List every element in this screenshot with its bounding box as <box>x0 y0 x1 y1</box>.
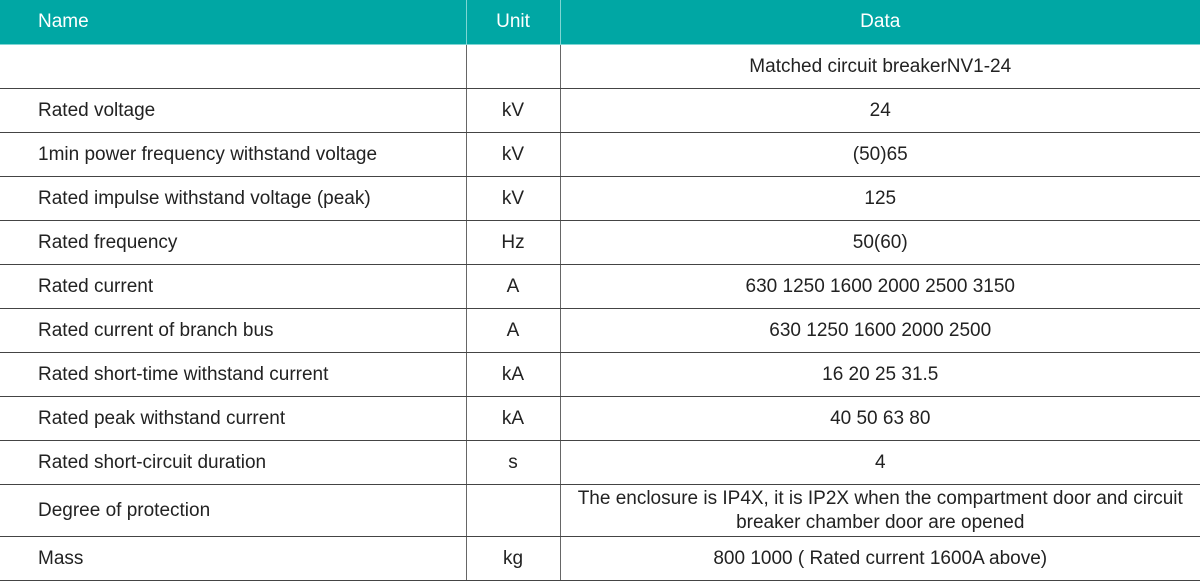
header-row: Name Unit Data <box>0 0 1200 45</box>
table-row: Rated voltage kV 24 <box>0 88 1200 133</box>
name-cell: Rated impulse withstand voltage (peak) <box>0 176 467 221</box>
data-cell: 4 <box>560 440 1200 485</box>
unit-cell: s <box>466 440 561 485</box>
name-cell: Degree of protection <box>0 484 467 537</box>
unit-cell: kg <box>466 536 561 581</box>
table-row: Degree of protection The enclosure is IP4… <box>0 484 1200 537</box>
data-cell: 800 1000 ( Rated current 1600A above) <box>560 536 1200 581</box>
table-row: 1min power frequency withstand voltage kV… <box>0 132 1200 177</box>
data-cell: The enclosure is IP4X, it is IP2X when t… <box>560 484 1200 537</box>
table-row: Rated current of branch bus A 630 1250 160… <box>0 308 1200 353</box>
header-unit: Unit <box>466 0 561 45</box>
unit-cell: Hz <box>466 220 561 265</box>
unit-cell: kA <box>466 396 561 441</box>
data-cell: 40 50 63 80 <box>560 396 1200 441</box>
table-row: Rated peak withstand current kA 40 50 63 8… <box>0 396 1200 441</box>
data-cell: 630 1250 1600 2000 2500 3150 <box>560 264 1200 309</box>
unit-cell: kV <box>466 176 561 221</box>
data-cell: 24 <box>560 88 1200 133</box>
name-cell: Rated frequency <box>0 220 467 265</box>
table-row: Rated impulse withstand voltage (peak) kV… <box>0 176 1200 221</box>
header-name: Name <box>0 0 467 45</box>
name-cell: Rated short-time withstand current <box>0 352 467 397</box>
name-cell: 1min power frequency withstand voltage <box>0 132 467 177</box>
data-cell: 630 1250 1600 2000 2500 <box>560 308 1200 353</box>
unit-cell: kA <box>466 352 561 397</box>
table-row: Rated current A 630 1250 1600 2000 2500 31… <box>0 264 1200 309</box>
header-data: Data <box>560 0 1200 45</box>
name-cell: Mass <box>0 536 467 581</box>
data-cell: 16 20 25 31.5 <box>560 352 1200 397</box>
name-cell <box>0 44 467 89</box>
unit-cell <box>466 44 561 89</box>
unit-cell: kV <box>466 132 561 177</box>
data-cell: Matched circuit breakerNV1-24 <box>560 44 1200 89</box>
table-row: Matched circuit breakerNV1-24 <box>0 44 1200 89</box>
data-cell: (50)65 <box>560 132 1200 177</box>
name-cell: Rated short-circuit duration <box>0 440 467 485</box>
table-row: Rated short-circuit duration s 4 <box>0 440 1200 485</box>
table-row: Rated short-time withstand current kA 16 2… <box>0 352 1200 397</box>
name-cell: Rated peak withstand current <box>0 396 467 441</box>
unit-cell: kV <box>466 88 561 133</box>
unit-cell: A <box>466 308 561 353</box>
data-cell: 125 <box>560 176 1200 221</box>
name-cell: Rated voltage <box>0 88 467 133</box>
name-cell: Rated current <box>0 264 467 309</box>
data-cell: 50(60) <box>560 220 1200 265</box>
table-row: Mass kg 800 1000 ( Rated current 1600A abo… <box>0 536 1200 581</box>
name-cell: Rated current of branch bus <box>0 308 467 353</box>
unit-cell <box>466 484 561 537</box>
unit-cell: A <box>466 264 561 309</box>
table-row: Rated frequency Hz 50(60) <box>0 220 1200 265</box>
